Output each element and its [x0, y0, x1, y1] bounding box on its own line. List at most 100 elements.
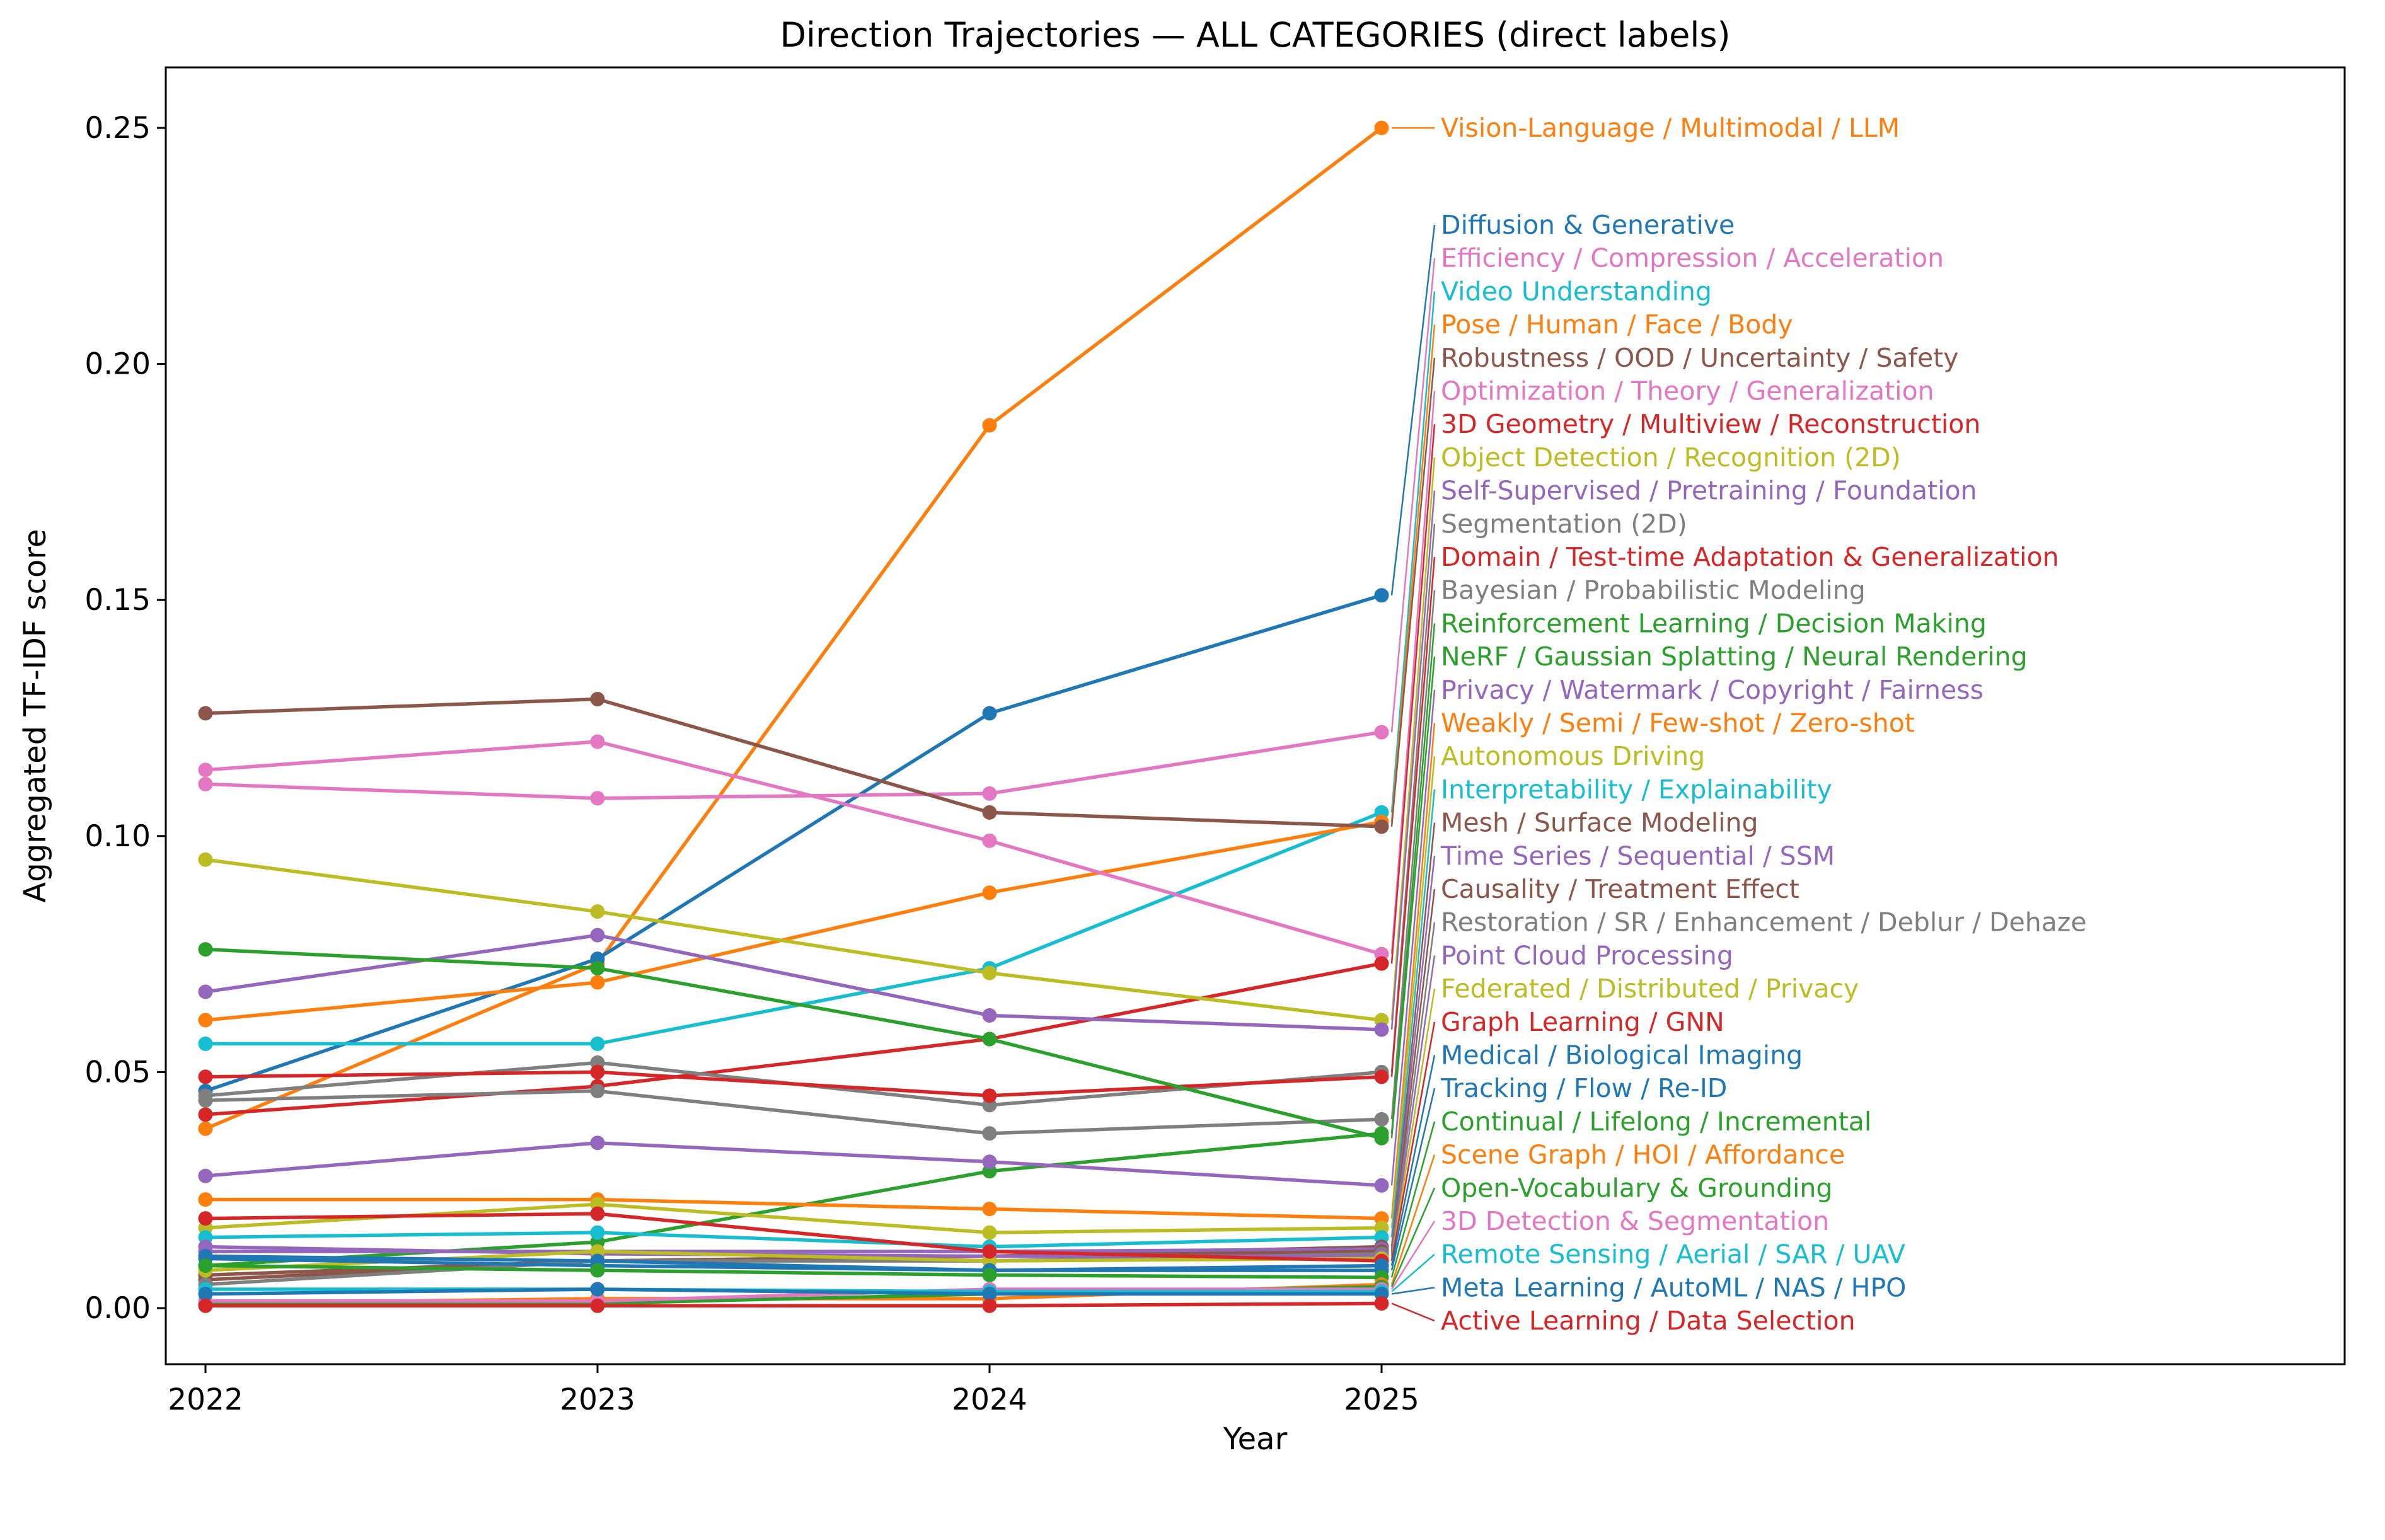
data-point	[1374, 588, 1389, 603]
x-tick-label: 2024	[952, 1382, 1027, 1417]
data-point	[198, 1258, 213, 1273]
data-point	[590, 1135, 605, 1151]
label-leader-line	[1390, 258, 1436, 733]
series-label: Weakly / Semi / Few-shot / Zero-shot	[1441, 708, 1915, 738]
series-line	[205, 858, 1382, 1022]
series-label: Video Understanding	[1441, 276, 1712, 306]
series-self-supervised-pretraining-foundation	[198, 928, 1389, 1037]
data-point	[1374, 1178, 1389, 1193]
data-point	[590, 734, 605, 749]
series-label: Efficiency / Compression / Acceleration	[1441, 243, 1944, 273]
data-point	[982, 805, 997, 820]
label-leader-line	[1390, 1121, 1436, 1278]
y-tick-label: 0.15	[84, 583, 151, 618]
series-line	[205, 1263, 1382, 1280]
series-label: Vision-Language / Multimodal / LLM	[1441, 113, 1900, 143]
label-leader-line	[1391, 1287, 1435, 1295]
data-point	[198, 1093, 213, 1108]
x-tick-label: 2022	[168, 1382, 243, 1417]
data-point	[982, 706, 997, 721]
series-label: Time Series / Sequential / SSM	[1440, 841, 1835, 871]
label-leader-line	[1390, 1187, 1436, 1287]
data-point	[198, 706, 213, 721]
series-robustness-ood-uncertainty-safety	[198, 692, 1389, 834]
y-tick-label: 0.10	[84, 819, 151, 854]
label-leader-line	[1390, 424, 1436, 964]
data-point	[198, 1121, 213, 1136]
data-point	[982, 1154, 997, 1169]
series-line	[205, 740, 1382, 956]
data-point	[198, 1107, 213, 1122]
y-tick-label: 0.25	[84, 111, 151, 146]
data-point	[198, 852, 213, 867]
series-privacy-watermark-copyright-fairness	[198, 1135, 1389, 1193]
data-point	[590, 1083, 605, 1098]
data-point	[982, 1202, 997, 1217]
data-point	[1374, 819, 1389, 834]
label-leader-line	[1390, 1021, 1436, 1261]
data-point	[198, 1211, 213, 1226]
data-point	[590, 1064, 605, 1079]
series-line	[205, 1254, 1382, 1272]
series-domain-test-time-adaptation-generalization	[198, 1064, 1389, 1103]
series-label: Diffusion & Generative	[1441, 210, 1735, 240]
series-line	[205, 1212, 1382, 1263]
label-leader-line	[1390, 1055, 1436, 1266]
data-point	[1374, 725, 1389, 740]
y-tick-label: 0.20	[84, 347, 151, 382]
chart-title: Direction Trajectories — ALL CATEGORIES …	[780, 15, 1730, 55]
label-leader-line	[1390, 888, 1436, 1252]
data-point	[198, 1192, 213, 1207]
data-point	[982, 1287, 997, 1302]
series-line	[205, 1141, 1382, 1187]
data-point	[590, 961, 605, 976]
data-point	[590, 692, 605, 707]
series-label: Open-Vocabulary & Grounding	[1441, 1173, 1832, 1203]
data-point	[590, 1282, 605, 1297]
data-point	[590, 1036, 605, 1051]
data-point	[1374, 1112, 1389, 1127]
data-point	[982, 1126, 997, 1141]
series-label: Causality / Treatment Effect	[1441, 874, 1799, 904]
series-label: Autonomous Driving	[1441, 741, 1705, 771]
label-leader-line	[1390, 490, 1436, 1030]
series-nerf-gaussian-splatting-neural-rendering	[198, 942, 1389, 1146]
data-point	[982, 1298, 997, 1313]
series-line	[205, 1256, 1382, 1272]
series-vision-language-multimodal-llm	[198, 120, 1389, 1136]
series-meta-learning-automl-nas-hpo	[198, 1282, 1389, 1302]
data-point	[982, 1244, 997, 1259]
series-label: Mesh / Surface Modeling	[1441, 808, 1758, 838]
series-line	[205, 1070, 1382, 1098]
label-leader-line	[1390, 457, 1436, 1021]
label-leader-line	[1391, 1253, 1435, 1292]
label-leader-line	[1390, 689, 1436, 1186]
series-label: Interpretability / Explainability	[1441, 774, 1832, 805]
series-label: NeRF / Gaussian Splatting / Neural Rende…	[1441, 641, 2028, 672]
data-point	[1374, 1022, 1389, 1037]
series-line	[205, 820, 1382, 1022]
data-point	[590, 975, 605, 990]
data-point	[590, 904, 605, 919]
plot-border	[165, 66, 2346, 1365]
series-label: Pose / Human / Face / Body	[1441, 309, 1793, 340]
series-label: Privacy / Watermark / Copyright / Fairne…	[1441, 675, 1984, 705]
data-point	[982, 965, 997, 980]
label-leader-line	[1390, 357, 1436, 827]
y-tick-label: 0.05	[84, 1055, 151, 1089]
series-label: Restoration / SR / Enhancement / Deblur …	[1441, 907, 2087, 938]
label-leader-line	[1390, 789, 1436, 1238]
label-leader-line	[1390, 723, 1436, 1219]
series-label: Bayesian / Probabilistic Modeling	[1441, 575, 1866, 606]
series-line	[205, 1132, 1382, 1268]
label-leader-line	[1390, 291, 1436, 813]
label-leader-line	[1390, 324, 1436, 822]
series-label: Self-Supervised / Pretraining / Foundati…	[1441, 476, 1977, 506]
data-point	[982, 1225, 997, 1240]
series-line	[205, 810, 1383, 1046]
series-line	[205, 1197, 1382, 1221]
series-bayesian-probabilistic-modeling	[198, 1083, 1389, 1141]
series-label: Segmentation (2D)	[1441, 509, 1687, 539]
